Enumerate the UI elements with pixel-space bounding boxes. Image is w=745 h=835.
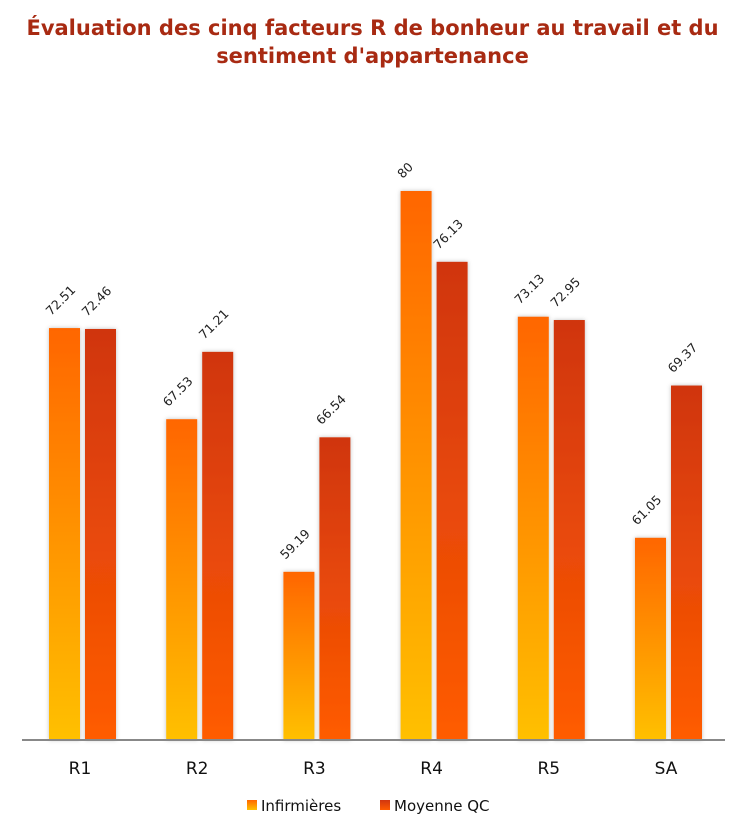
data-label: 69.37 xyxy=(665,340,701,376)
data-label: 73.13 xyxy=(511,271,547,307)
x-tick-label: R1 xyxy=(69,759,92,779)
data-label: 80 xyxy=(394,159,416,181)
bar-R1-moyenne-qc xyxy=(85,328,116,740)
data-label: 67.53 xyxy=(160,373,196,409)
data-label: 76.13 xyxy=(430,216,466,252)
legend-swatch xyxy=(380,800,390,810)
data-label: 72.46 xyxy=(79,283,115,319)
bar-R3-moyenne-qc xyxy=(319,437,351,740)
legend-swatch xyxy=(247,800,257,810)
x-tick-label: R3 xyxy=(303,759,326,779)
legend-label: Infirmières xyxy=(261,797,341,815)
x-tick-label: R2 xyxy=(186,759,209,779)
legend-item: Moyenne QC xyxy=(380,797,490,815)
bar-SA-moyenne-qc xyxy=(671,385,702,740)
data-label: 71.21 xyxy=(196,306,232,342)
bar-R2-moyenne-qc xyxy=(202,351,234,740)
bar-R3-infirmieres xyxy=(283,571,315,740)
bar-R4-moyenne-qc xyxy=(436,261,468,740)
legend-item: Infirmières xyxy=(247,797,341,815)
data-label: 61.05 xyxy=(629,492,665,528)
data-label: 72.95 xyxy=(547,274,583,310)
x-tick-label: R4 xyxy=(420,759,443,779)
bar-R5-infirmieres xyxy=(517,316,549,740)
data-label: 59.19 xyxy=(277,526,313,562)
bar-R1-infirmieres xyxy=(49,328,80,740)
data-label: 72.51 xyxy=(43,282,79,318)
bar-R4-infirmieres xyxy=(400,191,432,740)
x-tick-label: SA xyxy=(655,759,678,779)
legend-label: Moyenne QC xyxy=(394,797,490,815)
bar-SA-infirmieres xyxy=(635,537,666,740)
bar-R5-moyenne-qc xyxy=(553,320,585,740)
chart-title: Évaluation des cinq facteurs R de bonheu… xyxy=(26,16,719,68)
data-label: 66.54 xyxy=(313,391,349,427)
bar-R2-infirmieres xyxy=(166,419,198,740)
x-tick-label: R5 xyxy=(537,759,560,779)
